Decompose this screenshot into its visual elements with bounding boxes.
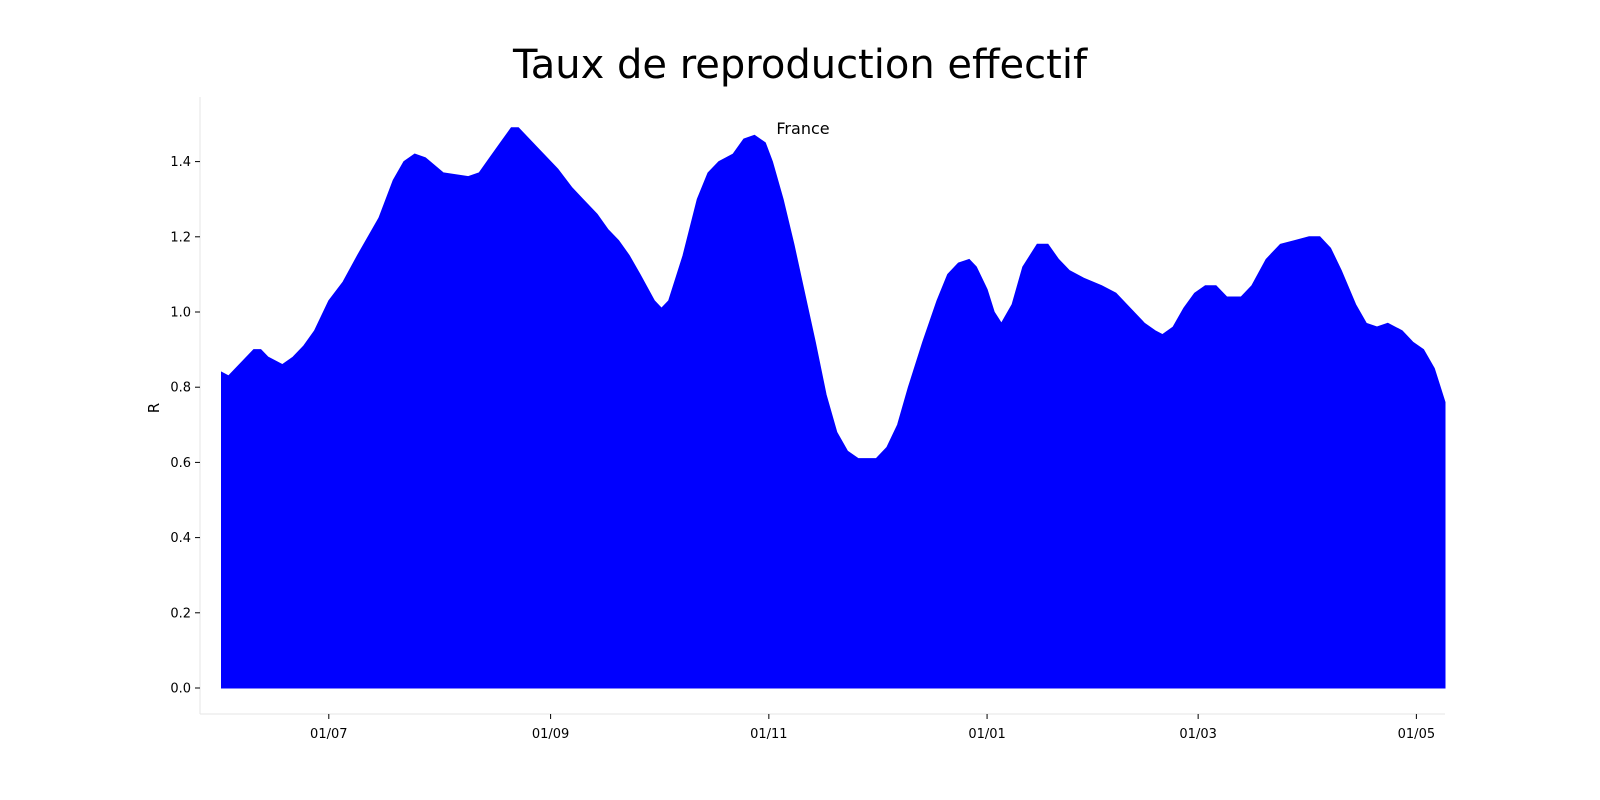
y-tick-label: 1.0 bbox=[170, 306, 191, 321]
plot-area: 0.0 0.2 0.4 0.6 0.8 1.0 1.2 1.4 01/07 01/09 01/11 0… bbox=[145, 97, 1446, 742]
y-tick-label: 0.6 bbox=[170, 456, 191, 471]
area-series-0 bbox=[221, 127, 1446, 689]
x-tick-label: 01/07 bbox=[310, 727, 347, 742]
x-tick-label: 01/03 bbox=[1179, 727, 1216, 742]
series-annotation: France bbox=[776, 119, 829, 138]
x-tick-label: 01/05 bbox=[1398, 727, 1435, 742]
y-tick-label: 0.0 bbox=[170, 682, 191, 697]
y-axis-label: R bbox=[145, 403, 163, 413]
x-tick-label: 01/11 bbox=[750, 727, 787, 742]
chart-title: Taux de reproduction effectif bbox=[512, 42, 1088, 88]
y-tick-label: 0.4 bbox=[170, 531, 191, 546]
y-tick-label: 0.2 bbox=[170, 606, 191, 621]
x-tick-label: 01/09 bbox=[532, 727, 569, 742]
y-tick-label: 1.2 bbox=[170, 230, 191, 245]
y-tick-label: 1.4 bbox=[170, 155, 191, 170]
x-tick-label: 01/01 bbox=[968, 727, 1005, 742]
y-tick-label: 0.8 bbox=[170, 381, 191, 396]
